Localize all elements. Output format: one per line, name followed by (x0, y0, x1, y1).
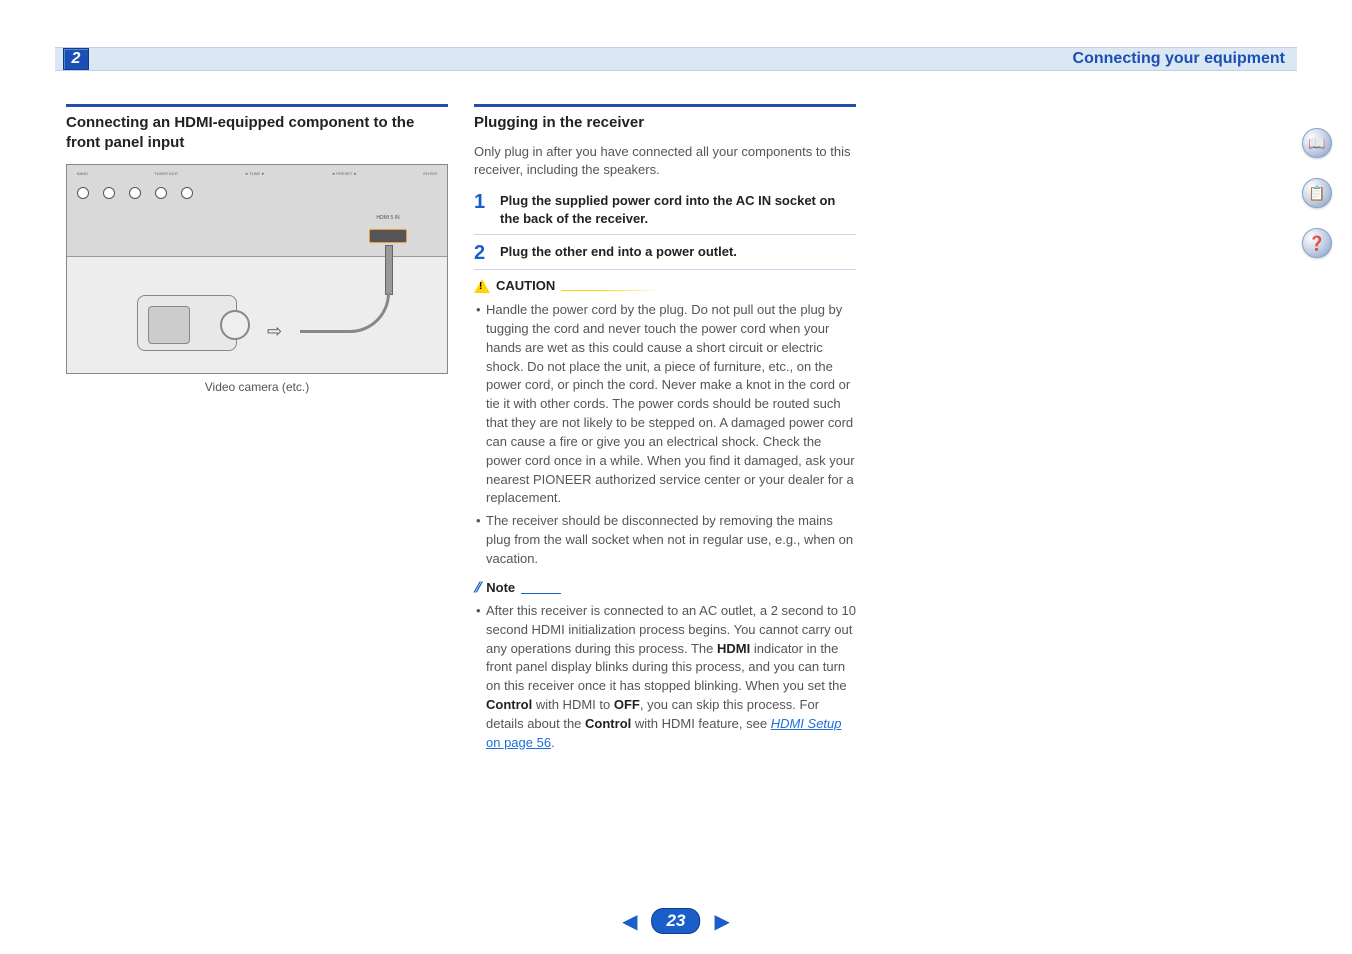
video-camera-icon (137, 295, 237, 351)
section-rule (474, 104, 856, 107)
help-icon[interactable]: ❓ (1302, 228, 1332, 258)
caution-label: CAUTION (496, 278, 555, 293)
caution-bullet: Handle the power cord by the plug. Do no… (476, 301, 856, 508)
hdmi-cable-curve (300, 293, 390, 333)
page-navigation: ◀ 23 ▶ (622, 908, 730, 934)
next-page-button[interactable]: ▶ (714, 909, 729, 934)
right-heading: Plugging in the receiver (474, 113, 856, 133)
caution-bullet: The receiver should be disconnected by r… (476, 512, 856, 569)
front-panel-diagram: BANDTUNER EDIT◄ TUNE ►◄ PRESET ►ENTER HD… (66, 164, 448, 374)
port (155, 187, 167, 199)
hdmi-port-highlight (369, 229, 407, 243)
chapter-title: Connecting your equipment (1073, 50, 1289, 68)
arrow-icon: ⇨ (267, 321, 282, 342)
step-number: 2 (474, 243, 490, 263)
step-text: Plug the supplied power cord into the AC… (500, 192, 856, 228)
note-icon: ⫽ (474, 579, 480, 596)
sidebar-nav: 📖 📋 ❓ (1302, 128, 1332, 258)
link-italic: HDMI Setup (771, 716, 842, 731)
step-2: 2 Plug the other end into a power outlet… (474, 243, 856, 270)
note-body: After this receiver is connected to an A… (474, 602, 856, 753)
chapter-header: 2 Connecting your equipment (55, 47, 1297, 71)
panel-tiny-labels: BANDTUNER EDIT◄ TUNE ►◄ PRESET ►ENTER (77, 171, 437, 176)
left-column: Connecting an HDMI-equipped component to… (66, 104, 448, 753)
port (181, 187, 193, 199)
hdmi-cable (385, 245, 393, 295)
section-rule (66, 104, 448, 107)
page-number: 23 (652, 908, 701, 934)
port-row (77, 187, 193, 199)
note-text: with HDMI feature, see (631, 716, 770, 731)
note-callout: ⫽ Note (474, 579, 856, 596)
note-bold: HDMI (717, 641, 750, 656)
page-body: Connecting an HDMI-equipped component to… (66, 104, 856, 753)
note-bold: Control (486, 697, 532, 712)
step-1: 1 Plug the supplied power cord into the … (474, 192, 856, 235)
warning-triangle-icon (474, 279, 490, 293)
chapter-number-badge: 2 (63, 48, 89, 70)
link-rest: on page 56 (486, 735, 551, 750)
hdmi-port-label: HDMI 5 IN (365, 215, 411, 221)
diagram-caption: Video camera (etc.) (66, 380, 448, 394)
right-column: Plugging in the receiver Only plug in af… (474, 104, 856, 753)
index-icon[interactable]: 📋 (1302, 178, 1332, 208)
note-underline (521, 593, 561, 594)
toc-icon[interactable]: 📖 (1302, 128, 1332, 158)
note-text: . (551, 735, 555, 750)
step-number: 1 (474, 192, 490, 228)
prev-page-button[interactable]: ◀ (622, 909, 637, 934)
note-bold: Control (585, 716, 631, 731)
port (77, 187, 89, 199)
receiver-front-panel: BANDTUNER EDIT◄ TUNE ►◄ PRESET ►ENTER HD… (67, 165, 447, 257)
caution-bullets: Handle the power cord by the plug. Do no… (474, 301, 856, 569)
caution-callout: CAUTION (474, 278, 856, 293)
caution-underline (561, 290, 661, 291)
intro-text: Only plug in after you have connected al… (474, 143, 856, 179)
note-bold: OFF (614, 697, 640, 712)
left-heading: Connecting an HDMI-equipped component to… (66, 113, 448, 154)
step-text: Plug the other end into a power outlet. (500, 243, 856, 263)
port (103, 187, 115, 199)
port (129, 187, 141, 199)
note-label: Note (486, 580, 515, 595)
note-text: with HDMI to (532, 697, 614, 712)
